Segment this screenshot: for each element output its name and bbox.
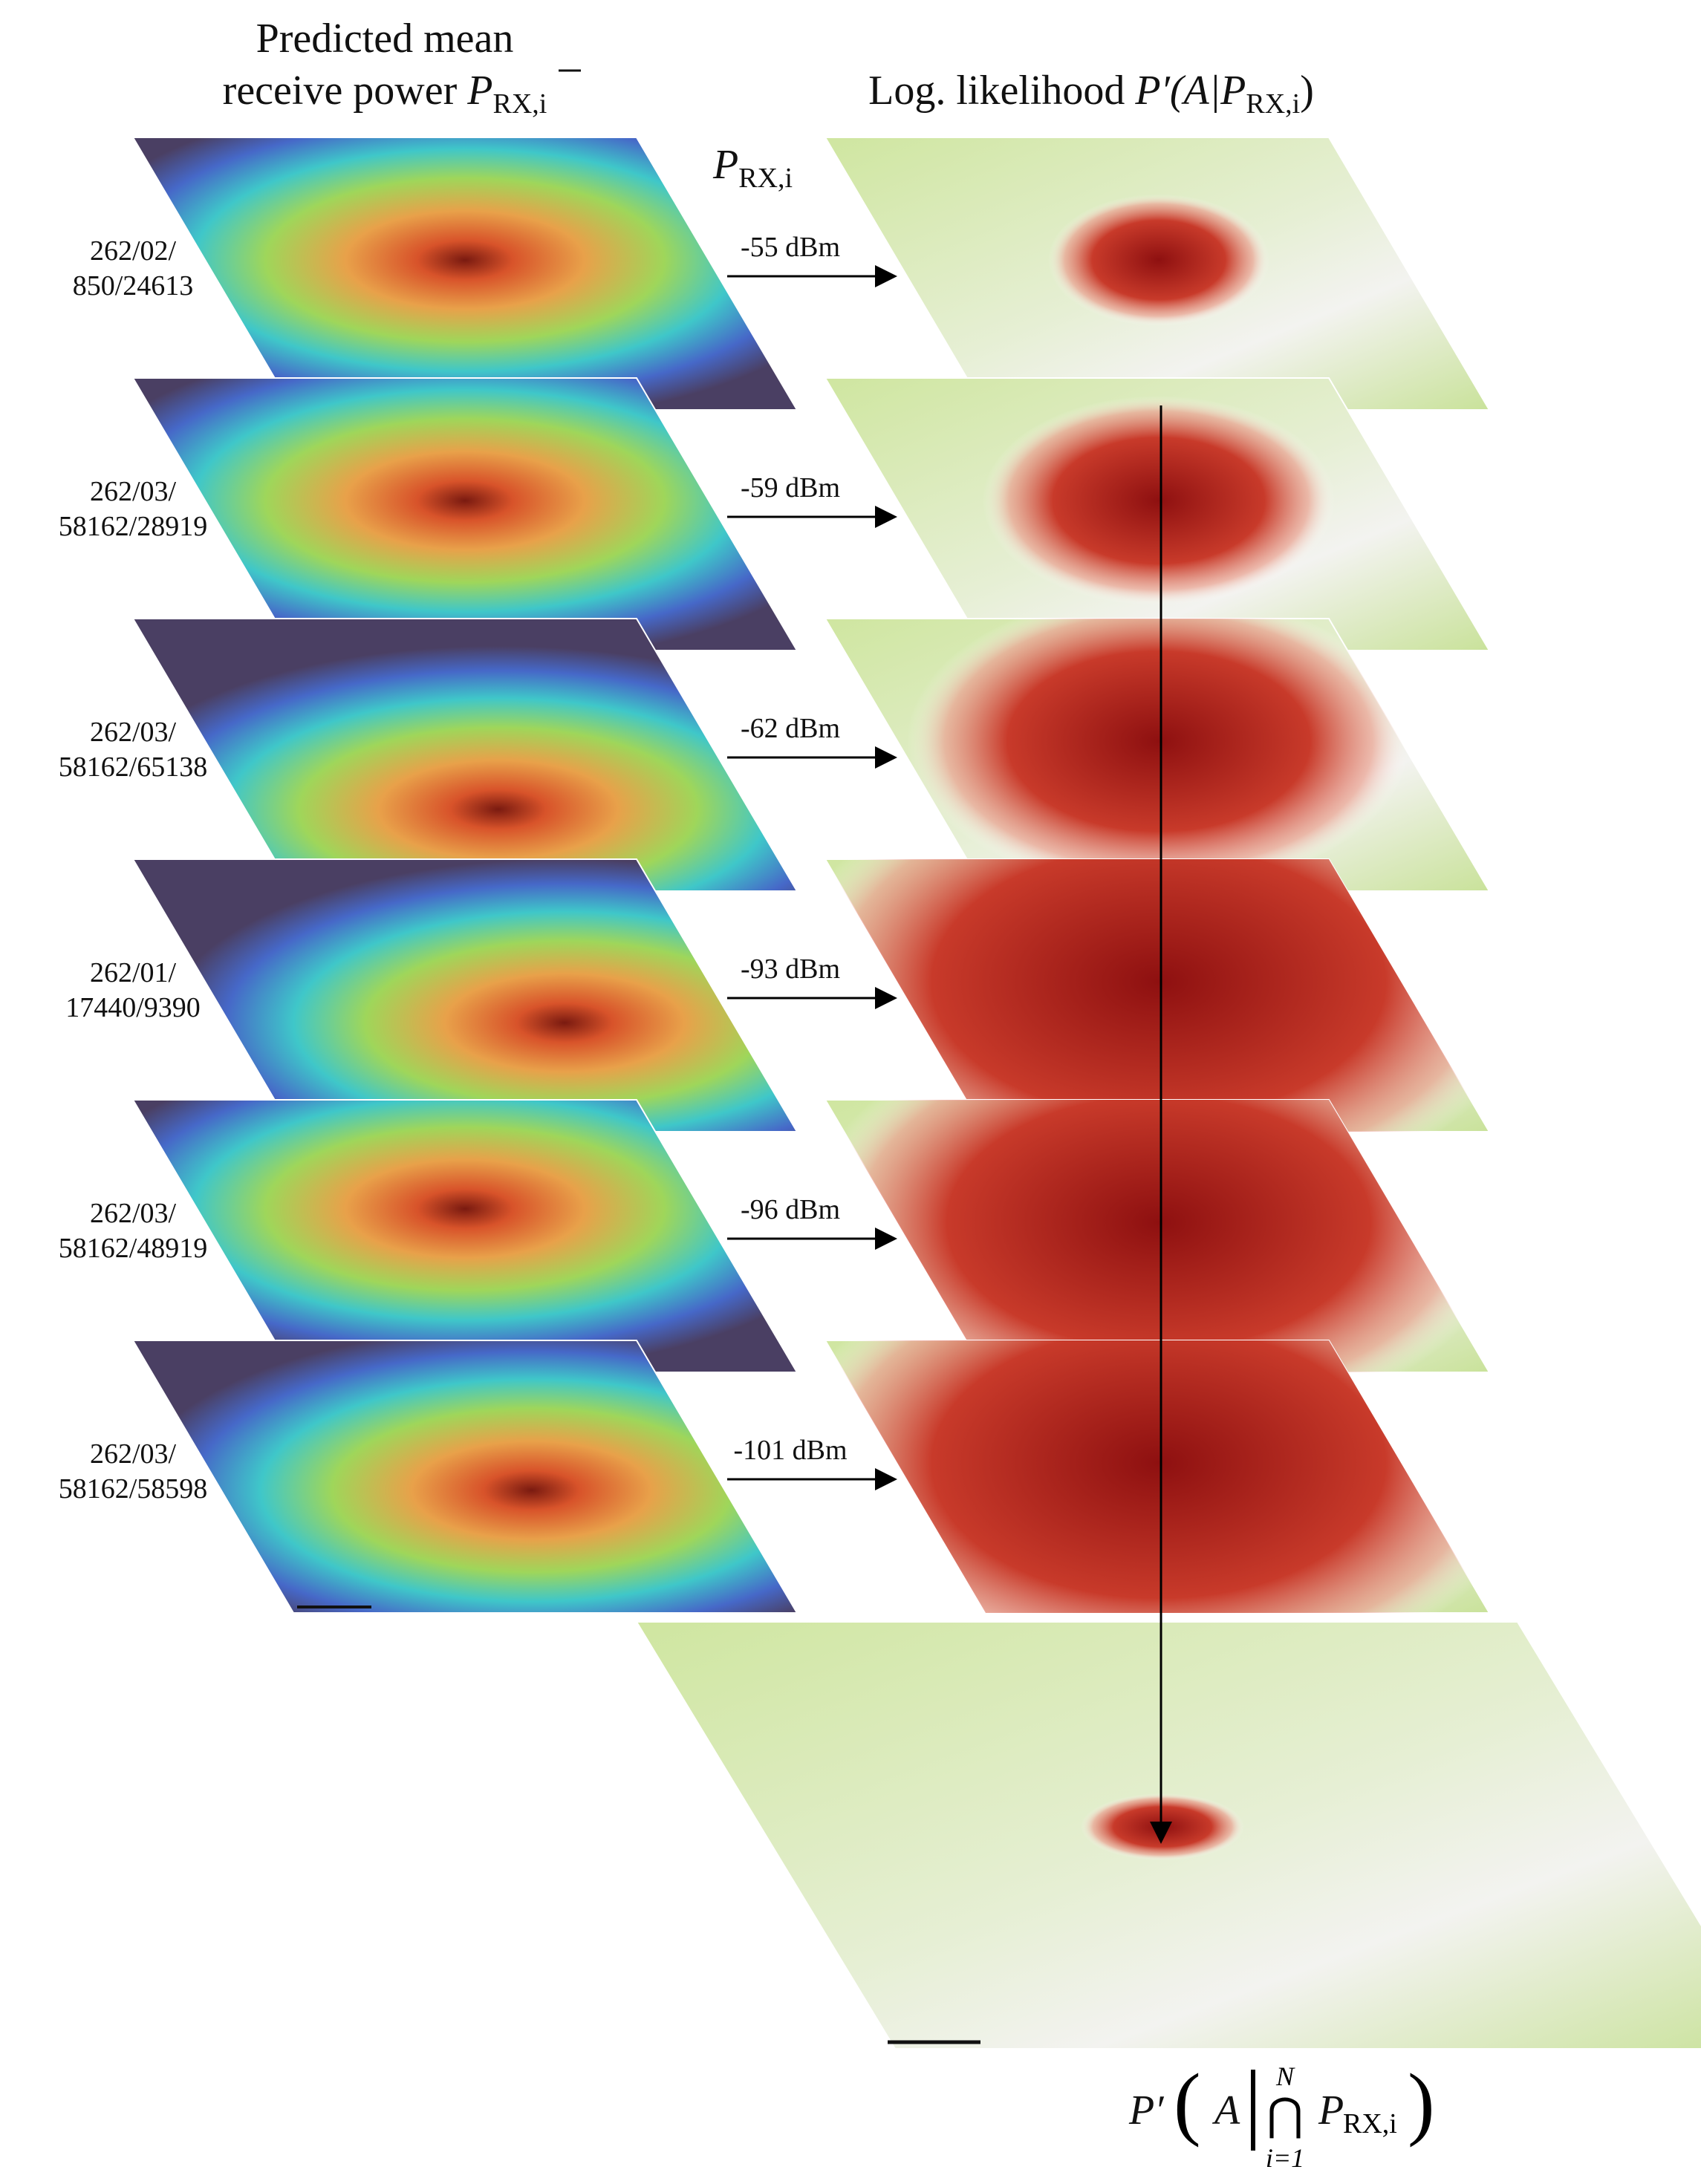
power-map — [131, 1340, 799, 1614]
power-map — [131, 618, 799, 892]
cell-id: 262/03/ — [90, 1438, 177, 1470]
combined-blob — [1081, 1793, 1244, 1860]
cell-id: 262/03/ — [90, 476, 177, 507]
result-formula: P′ ( A | N ⋂ i=1 P RX,i ) — [1128, 2052, 1435, 2173]
cell-id: 262/02/ — [90, 235, 177, 267]
power-label: -96 dBm — [741, 1194, 840, 1225]
arrow-header: PRX,i — [712, 142, 793, 194]
power-label: -59 dBm — [741, 472, 840, 503]
right-title: Log. likelihood P′(A|PRX,i) — [868, 68, 1314, 120]
arrow-sub: RX,i — [738, 163, 793, 194]
power-map — [131, 137, 799, 411]
cell-id: 58162/28919 — [59, 511, 208, 542]
cell-id: 850/24613 — [73, 270, 194, 301]
likelihood-blob — [907, 619, 1411, 891]
left-title-text: receive power — [223, 68, 458, 114]
likelihood-blob — [825, 1100, 1489, 1372]
power-label: -55 dBm — [741, 232, 840, 263]
cell-id: 58162/58598 — [59, 1473, 208, 1505]
result-var: P — [1318, 2087, 1344, 2134]
right-sub: RX,i — [1246, 88, 1300, 120]
result-open: ( — [1174, 2057, 1201, 2148]
result-close: ) — [1408, 2057, 1435, 2148]
cell-id: 17440/9390 — [65, 992, 201, 1023]
power-label: -93 dBm — [741, 954, 840, 985]
left-symbol: P — [466, 68, 492, 114]
left-sub: RX,i — [492, 88, 547, 120]
right-title-text: Log. likelihood — [868, 68, 1125, 114]
cell-id: 262/01/ — [90, 957, 177, 988]
result-given: A — [1211, 2087, 1240, 2134]
result-upper: N — [1275, 2061, 1295, 2091]
power-map — [131, 858, 799, 1132]
result-bar: | — [1244, 2052, 1262, 2151]
likelihood-blob — [982, 395, 1336, 606]
arrow-symbol: P — [712, 142, 738, 188]
power-map — [131, 1099, 799, 1373]
layers: 262/02/850/24613 -55 dBm 262/03/58162/2891… — [59, 137, 1701, 2050]
result-cap: ⋂ — [1266, 2090, 1303, 2139]
cell-id: 262/03/ — [90, 1198, 177, 1229]
cell-id: 262/03/ — [90, 717, 177, 748]
right-symbol: P′(A|P — [1134, 68, 1246, 114]
likelihood-blob — [1047, 194, 1270, 326]
power-label: -101 dBm — [733, 1435, 847, 1466]
cell-id: 58162/48919 — [59, 1233, 208, 1264]
cell-id: 58162/65138 — [59, 752, 208, 783]
result-symbol: P′ — [1128, 2087, 1164, 2134]
right-close: ) — [1300, 68, 1314, 114]
left-title-line1: Predicted mean — [256, 16, 514, 62]
power-map — [131, 377, 799, 651]
result-sub: RX,i — [1343, 2108, 1397, 2139]
power-label: -62 dBm — [741, 713, 840, 744]
left-title-line2: receive power PRX,i — [223, 68, 547, 120]
result-lower: i=1 — [1266, 2143, 1304, 2173]
